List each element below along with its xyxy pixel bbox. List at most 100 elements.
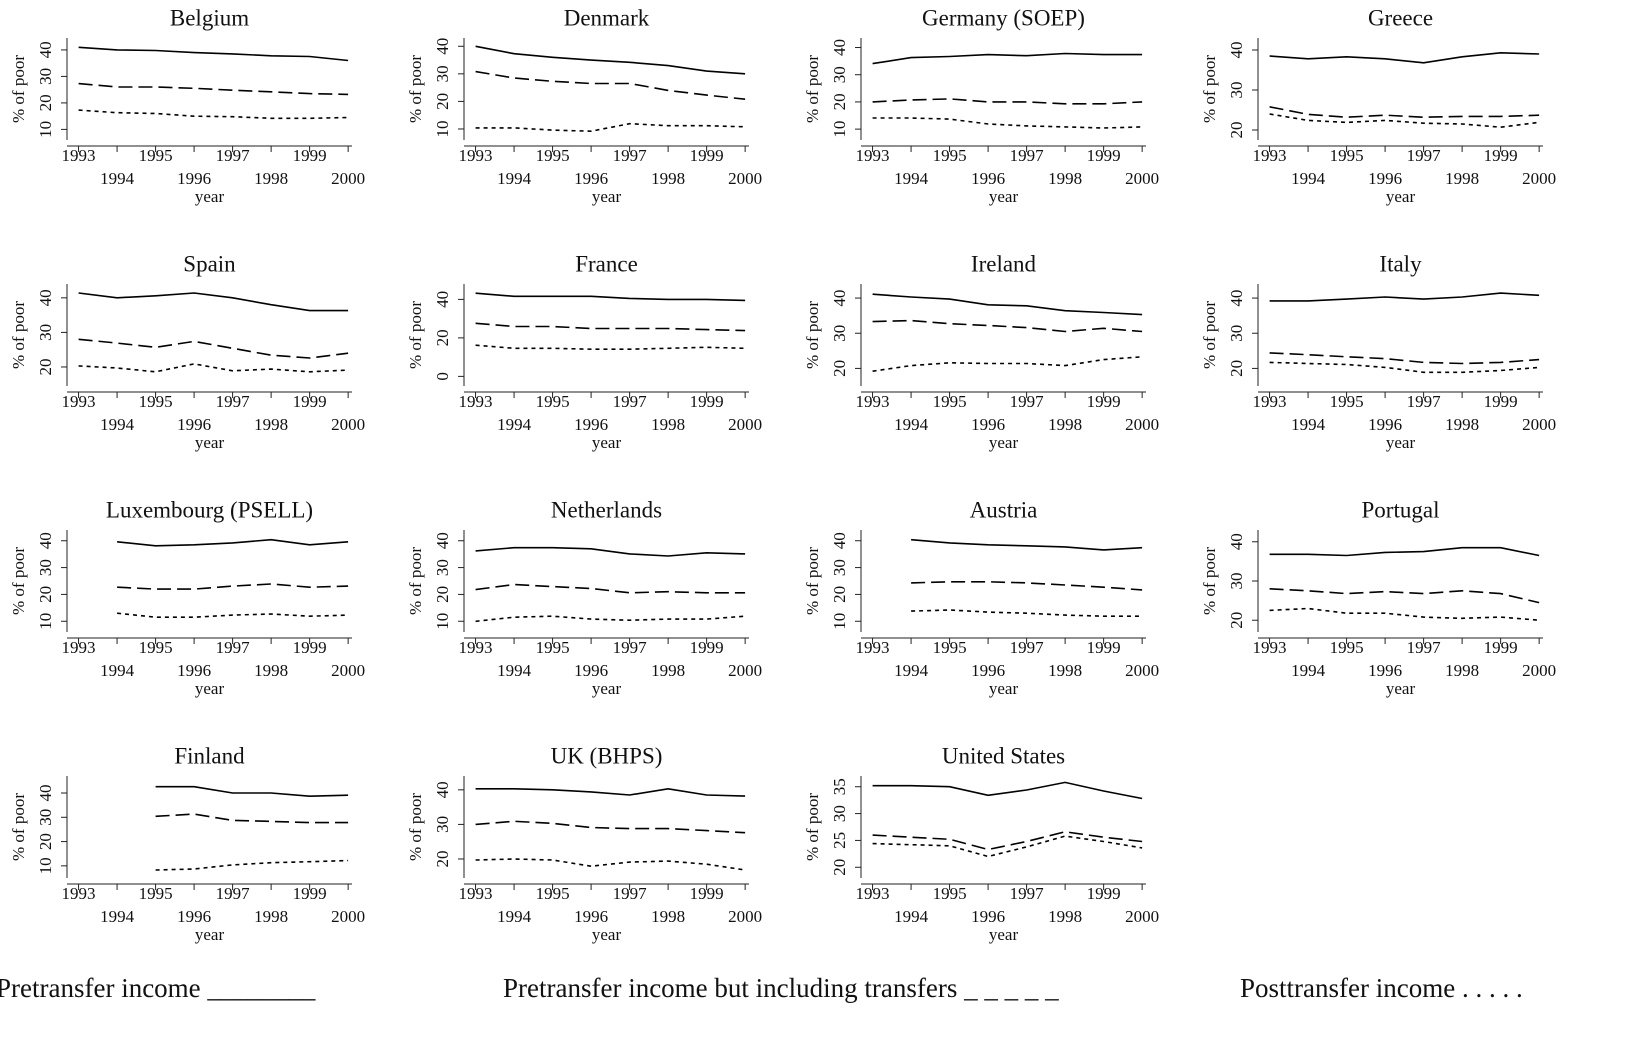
y-tick-label: 10	[36, 121, 55, 138]
x-tick-label: 1993	[856, 884, 890, 903]
legend-entry: Posttransfer income . . . . .	[1240, 973, 1523, 1003]
x-axis-label: year	[989, 433, 1019, 452]
series-line	[872, 117, 1143, 129]
x-tick-label: 1993	[459, 146, 493, 165]
x-tick-label: 1993	[856, 146, 890, 165]
x-tick-label: 1999	[690, 884, 724, 903]
y-tick-label: 30	[830, 66, 849, 83]
y-tick-label: 20	[830, 360, 849, 377]
series-line	[872, 293, 1143, 316]
x-tick-label: 1999	[1087, 638, 1121, 657]
y-tick-label: 40	[433, 291, 452, 308]
panel-title: France	[575, 251, 638, 276]
y-tick-label: 30	[1227, 573, 1246, 590]
series-line	[475, 858, 746, 871]
panel-title: Denmark	[564, 5, 650, 30]
series-line	[872, 781, 1143, 800]
y-tick-label: 40	[36, 41, 55, 58]
y-axis-label: % of poor	[406, 301, 425, 369]
y-tick-label: 20	[433, 586, 452, 603]
y-tick-label: 20	[433, 850, 452, 867]
x-axis-label: year	[195, 925, 225, 944]
x-tick-label: 1999	[690, 146, 724, 165]
x-tick-label: 2000	[1125, 907, 1159, 926]
x-tick-label: 1994	[894, 415, 929, 434]
x-tick-label: 1993	[1253, 392, 1287, 411]
x-tick-label: 1995	[536, 884, 570, 903]
y-tick-label: 10	[433, 120, 452, 137]
y-axis-label: % of poor	[803, 55, 822, 123]
x-tick-label: 1997	[216, 392, 251, 411]
panel: Netherlands10203040199319941995199619971…	[406, 497, 762, 698]
panel: Luxembourg (PSELL)1020304019931994199519…	[9, 497, 365, 698]
series-line	[475, 583, 746, 594]
x-tick-label: 1995	[933, 884, 967, 903]
series-line	[872, 835, 1143, 858]
y-tick-label: 30	[433, 559, 452, 576]
series-line	[872, 830, 1143, 851]
x-tick-label: 1993	[1253, 146, 1287, 165]
y-tick-label: 20	[1227, 122, 1246, 139]
series-line	[475, 122, 746, 133]
panel-title: Austria	[970, 497, 1038, 522]
series-line	[475, 70, 746, 100]
y-tick-label: 30	[433, 816, 452, 833]
x-tick-label: 2000	[331, 907, 365, 926]
x-tick-label: 1998	[254, 415, 288, 434]
x-tick-label: 1996	[177, 415, 211, 434]
series-line	[872, 356, 1143, 372]
x-tick-label: 2000	[1522, 661, 1556, 680]
x-axis-label: year	[989, 679, 1019, 698]
y-tick-label: 40	[36, 289, 55, 306]
y-tick-label: 40	[1227, 42, 1246, 59]
y-tick-label: 20	[1227, 612, 1246, 629]
x-tick-label: 1995	[933, 146, 967, 165]
x-tick-label: 1997	[1407, 146, 1442, 165]
x-tick-label: 1998	[254, 169, 288, 188]
x-tick-label: 1996	[1368, 661, 1402, 680]
y-tick-label: 20	[433, 329, 452, 346]
y-tick-label: 20	[433, 93, 452, 110]
x-tick-label: 1997	[613, 392, 648, 411]
x-tick-label: 1995	[1330, 146, 1364, 165]
x-tick-label: 1995	[139, 146, 173, 165]
x-tick-label: 1998	[1048, 415, 1082, 434]
series-line	[1269, 51, 1540, 64]
x-tick-label: 2000	[728, 907, 762, 926]
series-line	[1269, 607, 1540, 621]
y-tick-label: 30	[36, 559, 55, 576]
x-tick-label: 1993	[62, 392, 96, 411]
x-tick-label: 1994	[100, 907, 135, 926]
y-axis-label: % of poor	[406, 55, 425, 123]
series-line	[1269, 546, 1540, 557]
x-tick-label: 1996	[177, 907, 211, 926]
series-line	[1269, 352, 1540, 365]
y-tick-label: 40	[433, 38, 452, 55]
y-tick-label: 10	[433, 613, 452, 630]
x-tick-label: 1994	[497, 907, 532, 926]
x-tick-label: 1996	[574, 907, 608, 926]
panel-title: UK (BHPS)	[551, 743, 663, 768]
x-tick-label: 1993	[459, 392, 493, 411]
y-tick-label: 25	[830, 832, 849, 849]
x-tick-label: 1994	[1291, 415, 1326, 434]
panel-title: Belgium	[170, 5, 249, 30]
x-tick-label: 1994	[497, 415, 532, 434]
panel-title: Spain	[183, 251, 236, 276]
y-tick-label: 40	[1227, 533, 1246, 550]
x-tick-label: 1997	[1407, 638, 1442, 657]
x-axis-label: year	[195, 433, 225, 452]
panel-title: Ireland	[971, 251, 1037, 276]
x-tick-label: 1999	[1484, 392, 1518, 411]
series-line	[872, 319, 1143, 333]
series-line	[1269, 361, 1540, 374]
series-line	[78, 82, 349, 96]
x-tick-label: 1997	[1407, 392, 1442, 411]
y-axis-label: % of poor	[9, 301, 28, 369]
x-tick-label: 2000	[1125, 661, 1159, 680]
x-tick-label: 1996	[574, 415, 608, 434]
